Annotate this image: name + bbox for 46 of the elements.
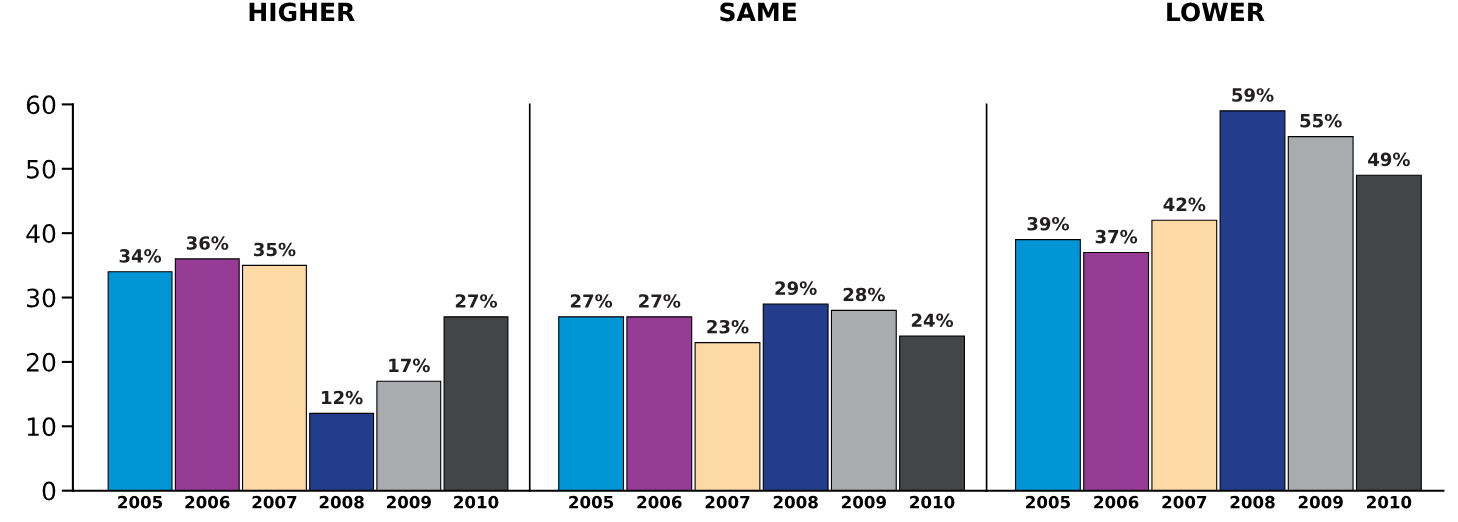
x-tick-label: 2006 xyxy=(637,495,682,509)
data-label: 17% xyxy=(389,358,430,373)
x-tick-label: 2010 xyxy=(910,495,955,509)
x-tick-label: 2005 xyxy=(569,495,614,509)
y-tick-label: 0 xyxy=(42,481,56,501)
x-tick-label: 2006 xyxy=(1094,495,1139,509)
x-tick-label: 2010 xyxy=(454,495,499,509)
x-tick-label: 2009 xyxy=(386,495,431,509)
data-label: 24% xyxy=(911,313,954,328)
x-tick-label: 2006 xyxy=(185,495,230,509)
chart-title: SAME xyxy=(720,2,796,22)
x-tick-label: 2008 xyxy=(1230,495,1275,509)
x-tick-label: 2008 xyxy=(773,495,818,509)
data-label: 12% xyxy=(322,390,363,405)
y-tick-label: 30 xyxy=(27,288,56,308)
data-label: 29% xyxy=(775,281,817,295)
x-tick-label: 2010 xyxy=(1367,495,1412,509)
data-label: 39% xyxy=(1027,216,1069,231)
x-tick-label: 2005 xyxy=(118,495,163,509)
data-label: 42% xyxy=(1163,197,1206,212)
x-tick-label: 2009 xyxy=(1298,495,1343,509)
data-label: 27% xyxy=(570,294,613,308)
x-tick-label: 2005 xyxy=(1026,495,1070,509)
x-tick-label: 2007 xyxy=(705,495,750,509)
x-tick-label: 2007 xyxy=(1162,495,1207,509)
data-label: 28% xyxy=(843,287,885,302)
y-tick-label: 10 xyxy=(27,417,56,437)
y-tick-label: 40 xyxy=(26,224,56,244)
data-label: 37% xyxy=(1095,229,1138,244)
data-label: 34% xyxy=(119,249,162,263)
data-label: 27% xyxy=(639,294,681,308)
data-label: 23% xyxy=(707,319,749,334)
data-label: 27% xyxy=(455,294,498,308)
y-tick-label: 60 xyxy=(26,95,56,115)
y-tick-label: 50 xyxy=(27,159,56,179)
chart-title: LOWER xyxy=(1167,2,1265,22)
x-tick-label: 2009 xyxy=(841,495,886,509)
data-label: 35% xyxy=(254,242,296,257)
x-tick-label: 2008 xyxy=(319,495,364,509)
data-label: 49% xyxy=(1368,152,1410,167)
x-tick-label: 2007 xyxy=(252,495,297,509)
chart-title: HIGHER xyxy=(249,2,355,22)
data-label: 59% xyxy=(1232,88,1274,102)
data-label: 36% xyxy=(186,236,229,250)
data-label: 55% xyxy=(1300,113,1342,128)
y-tick-label: 20 xyxy=(26,352,56,372)
